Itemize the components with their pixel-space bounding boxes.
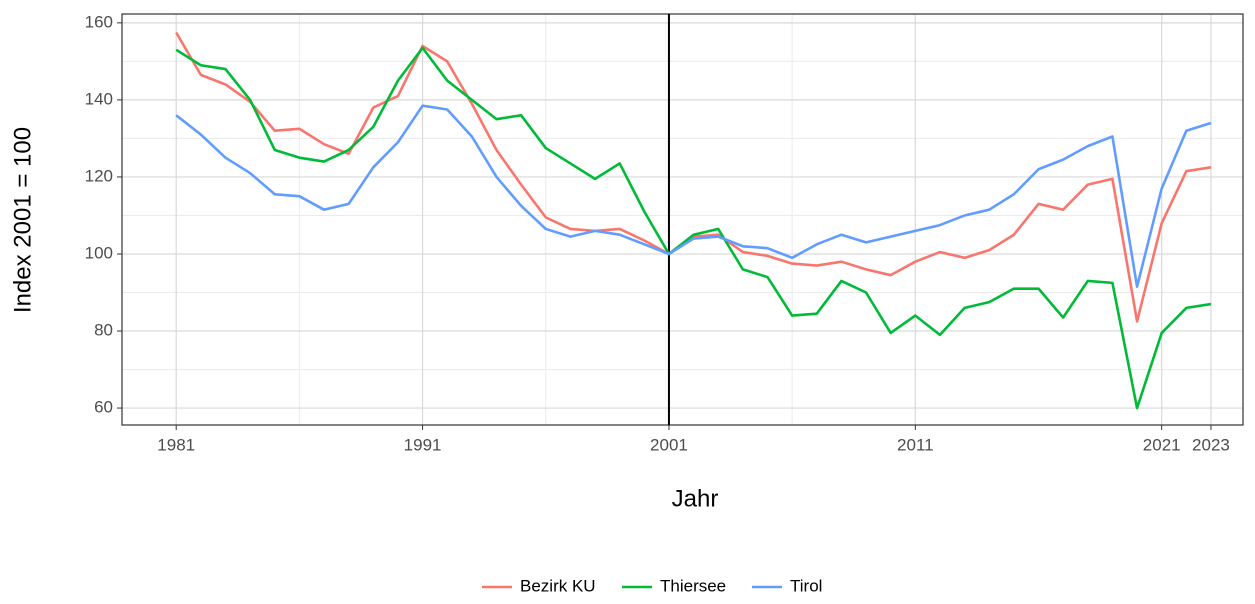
panel-border (121, 13, 1244, 426)
series-line (175, 104, 1212, 289)
series-line (175, 31, 1212, 323)
legend-label: Bezirk KU (520, 576, 596, 595)
y-tick-label: 120 (85, 166, 113, 185)
y-tick-label: 60 (94, 398, 113, 417)
y-tick-label: 160 (85, 12, 113, 31)
legend-label: Thiersee (660, 576, 726, 595)
x-tick-label: 2021 (1143, 435, 1181, 454)
x-tick-label: 1981 (157, 435, 195, 454)
x-tick-label: 2011 (897, 435, 934, 454)
y-tick-label: 100 (85, 243, 113, 262)
series-line (175, 46, 1212, 410)
legend-label: Tirol (790, 576, 822, 595)
x-tick-label: 2001 (650, 435, 688, 454)
y-tick-label: 140 (85, 89, 113, 108)
y-axis-label: Index 2001 = 100 (9, 127, 36, 313)
x-tick-label: 2023 (1192, 435, 1230, 454)
x-tick-label: 1991 (404, 435, 442, 454)
y-tick-label: 80 (94, 320, 113, 339)
x-axis-label: Jahr (672, 485, 719, 512)
